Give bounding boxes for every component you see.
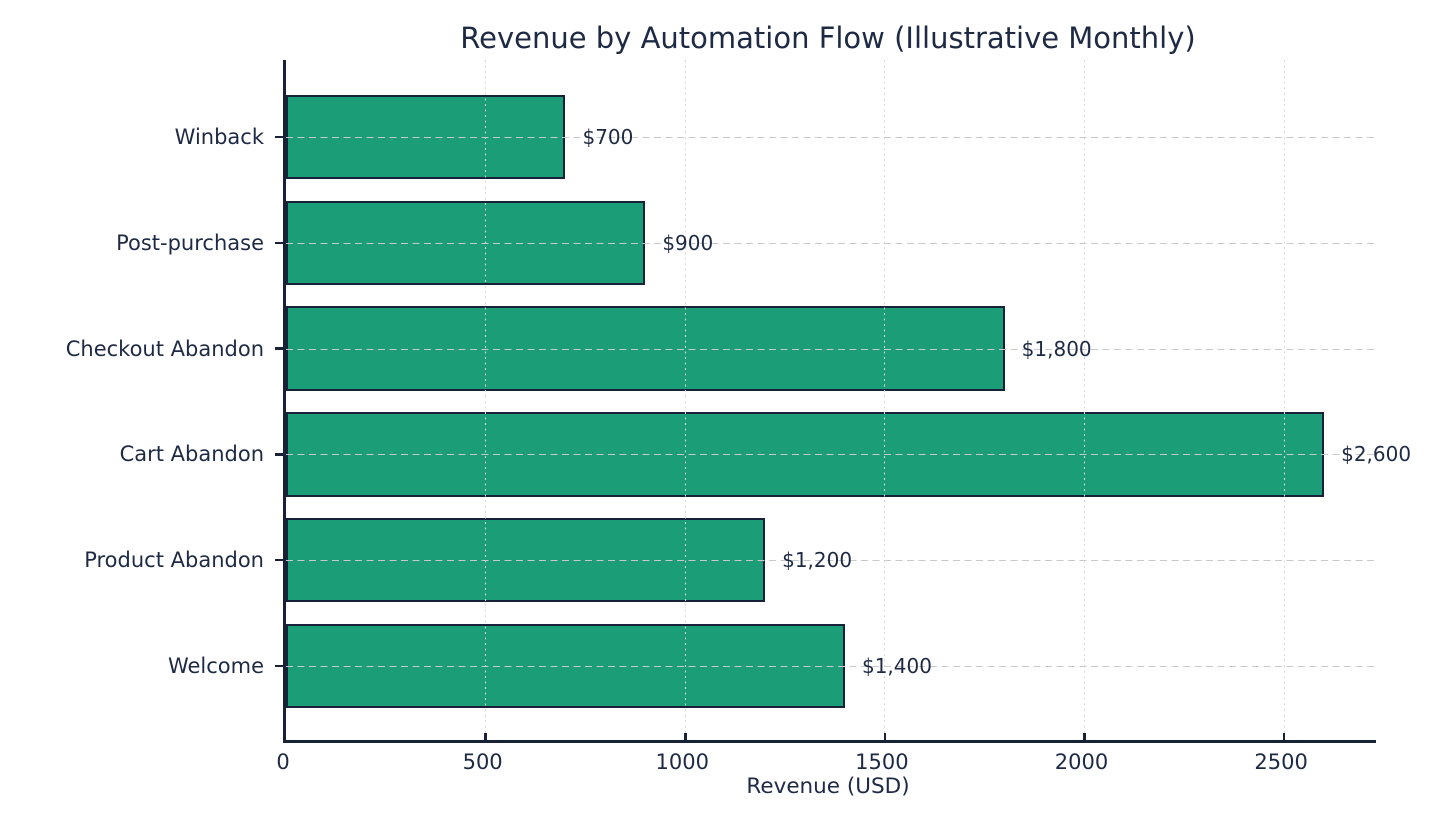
h-gridline: [286, 454, 1376, 456]
x-tick-label: 1000: [655, 750, 709, 774]
h-gridline: [286, 666, 1376, 667]
y-tick-mark: [275, 558, 283, 562]
bar-welcome: [286, 623, 845, 709]
x-tick-label: 0: [276, 750, 290, 774]
h-gridline: [286, 137, 1376, 138]
bar-value-label: $700: [582, 125, 634, 149]
y-tick-mark: [275, 241, 283, 245]
x-tick-mark: [684, 733, 687, 740]
category-label: Product Abandon: [84, 548, 264, 573]
x-tick-mark: [484, 733, 487, 740]
category-label: Welcome: [167, 654, 264, 678]
x-tick-label: 500: [462, 750, 503, 774]
v-gridline: [884, 60, 886, 740]
bar-value-label: $1,200: [782, 548, 853, 573]
x-axis-label: Revenue (USD): [746, 774, 910, 799]
chart-title: Revenue by Automation Flow (Illustrative…: [460, 21, 1196, 55]
v-gridline: [485, 60, 487, 740]
category-label: Winback: [174, 125, 264, 149]
y-tick-mark: [275, 453, 283, 456]
y-tick-mark: [275, 664, 283, 668]
v-gridline: [1083, 60, 1086, 740]
v-gridline: [684, 60, 686, 740]
category-label: Checkout Abandon: [65, 336, 264, 361]
x-tick-mark: [1282, 733, 1286, 740]
h-gridline: [286, 560, 1376, 562]
v-gridline: [1283, 60, 1285, 740]
bar-value-label: $2,600: [1341, 442, 1412, 467]
x-tick-label: 1500: [855, 750, 909, 774]
bar-value-label: $1,800: [1021, 336, 1092, 361]
bar-winback: [286, 94, 566, 180]
x-tick-mark: [883, 733, 887, 740]
y-tick-mark: [275, 347, 283, 350]
x-tick-label: 2500: [1254, 750, 1308, 774]
plot-area: $700 $900 $1,800 $2,600 $1,200 $1,400: [275, 60, 1411, 743]
category-label: Cart Abandon: [119, 442, 264, 467]
h-gridline: [286, 348, 1376, 350]
bar-value-label: $900: [662, 230, 714, 255]
h-gridline: [286, 242, 1376, 244]
y-tick-mark: [275, 135, 283, 139]
category-label: Post-purchase: [116, 230, 264, 255]
bar-value-label: $1,400: [861, 654, 932, 678]
x-tick-mark: [1083, 733, 1086, 740]
x-tick-label: 2000: [1054, 750, 1109, 774]
